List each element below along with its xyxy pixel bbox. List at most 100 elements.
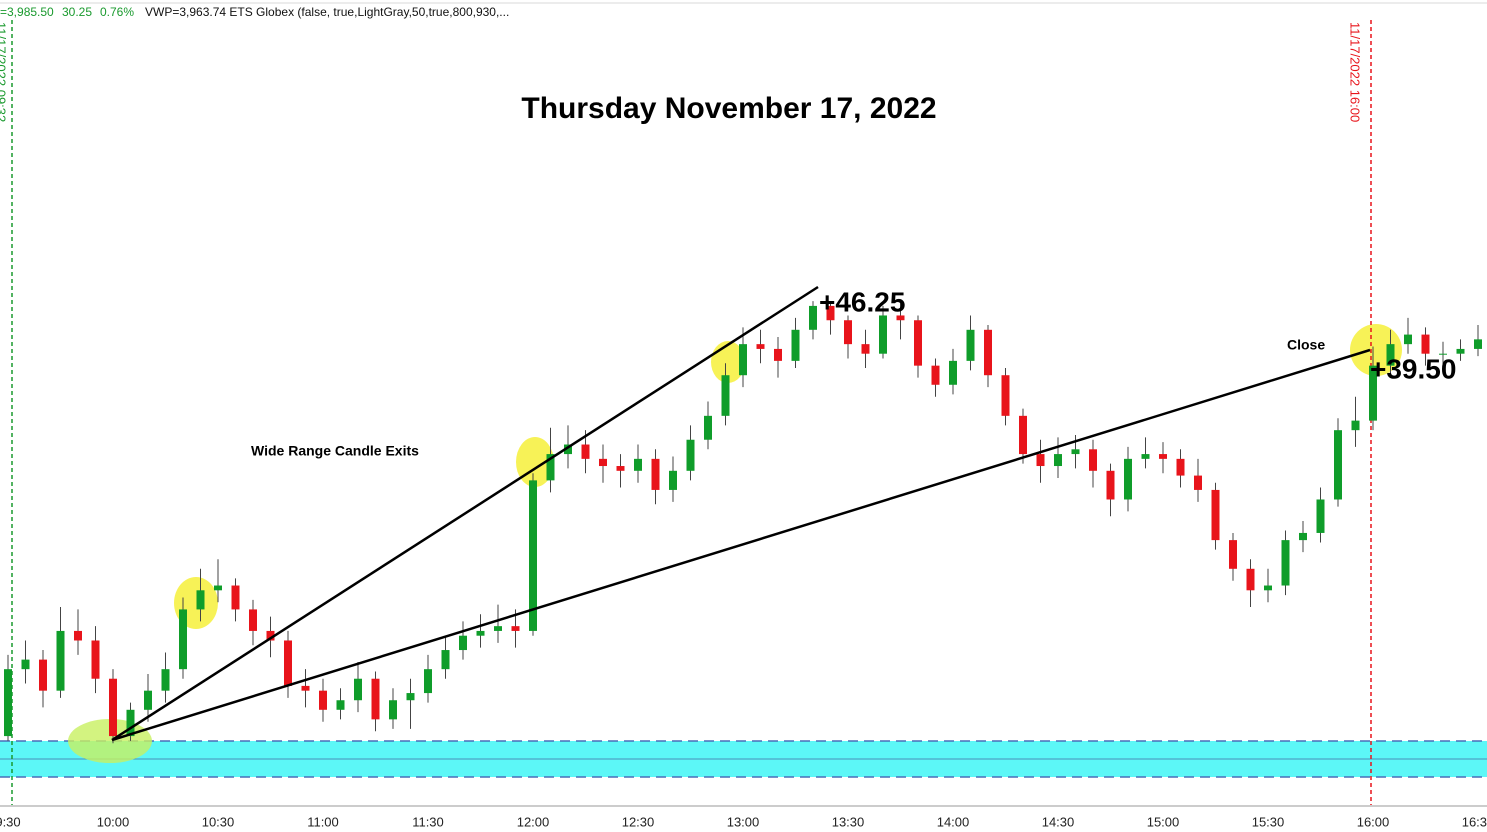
candle-body — [179, 609, 187, 670]
candles — [4, 301, 1482, 744]
candle-body — [704, 415, 712, 440]
header-percent: 0.76% — [100, 5, 134, 19]
candle-body — [1229, 540, 1237, 569]
candle-body — [564, 444, 572, 455]
candle-body — [39, 659, 47, 691]
candle-body — [354, 678, 362, 701]
candle-body — [1246, 568, 1255, 591]
candle-body — [1089, 449, 1097, 471]
annotation: Close — [1287, 337, 1325, 353]
x-tick-label: 15:30 — [1252, 814, 1285, 829]
candle-body — [546, 454, 555, 481]
candle-body — [1281, 540, 1290, 586]
candle-body — [1299, 532, 1307, 541]
x-tick-label: 14:30 — [1042, 814, 1075, 829]
candle-body — [56, 630, 65, 691]
candle-body — [406, 693, 415, 701]
x-tick-label: 16:30 — [1462, 814, 1487, 829]
candle-body — [1386, 344, 1395, 366]
candle-body — [931, 365, 940, 385]
candle-body — [1316, 499, 1325, 533]
candle-body — [266, 630, 275, 641]
candle-body — [861, 344, 870, 354]
x-ticks: 9:30 10:00 10:30 11:00 11:30 12:00 12:30 13:00 1… — [0, 814, 1487, 829]
annotation: Wide Range Candle Exits — [251, 443, 419, 459]
candle-body — [336, 700, 345, 710]
trendline — [111, 285, 819, 742]
candle-body — [1019, 415, 1027, 455]
candle-body — [1036, 454, 1045, 467]
candle-body — [1001, 375, 1010, 416]
start-marker-label: 11/17/2022 09:32 — [0, 22, 9, 122]
candle-body — [1404, 334, 1412, 345]
candle-body — [21, 659, 30, 670]
candle-body — [1456, 348, 1465, 354]
candle-body — [896, 315, 905, 321]
candle-body — [529, 480, 537, 631]
x-tick-label: 11:30 — [412, 814, 444, 829]
candle-body — [966, 329, 975, 361]
x-tick-label: 14:00 — [937, 814, 970, 829]
candle-body — [161, 669, 170, 691]
x-tick-label: 10:00 — [97, 814, 130, 829]
candle-body — [441, 650, 450, 670]
candle-body — [196, 590, 205, 610]
x-tick-label: 15:00 — [1147, 814, 1180, 829]
candle-body — [301, 685, 310, 691]
annotation: +46.25 — [819, 286, 905, 317]
candle-body — [669, 470, 677, 490]
candle-body — [511, 626, 520, 631]
annotation: +39.50 — [1370, 353, 1456, 384]
x-tick-label: 13:00 — [727, 814, 760, 829]
candle-body — [756, 344, 765, 349]
candle-body — [319, 690, 327, 710]
candle-body — [1054, 454, 1062, 467]
candle-body — [1194, 475, 1202, 490]
chart-title: Thursday November 17, 2022 — [521, 92, 936, 125]
candle-body — [1334, 430, 1342, 500]
candle-body — [1124, 458, 1132, 500]
candle-body — [459, 635, 467, 651]
candle-body — [721, 375, 730, 416]
candle-body — [1351, 420, 1360, 431]
x-tick-label: 11:00 — [307, 814, 339, 829]
candle-body — [739, 344, 747, 376]
candle-body — [389, 700, 397, 720]
candle-body — [844, 320, 852, 345]
candle-body — [774, 348, 782, 361]
candle-body — [651, 458, 660, 490]
candle-body — [809, 305, 817, 330]
candle-body — [1211, 489, 1220, 541]
candle-body — [1474, 339, 1482, 349]
candle-body — [91, 640, 100, 679]
candle-body — [686, 439, 695, 471]
candle-body — [1439, 353, 1447, 355]
candle-body — [599, 458, 607, 467]
end-marker-label: 11/17/2022 16:00 — [1348, 22, 1363, 122]
x-tick-label: 12:30 — [622, 814, 655, 829]
candle-body — [214, 585, 222, 591]
candle-body — [581, 444, 590, 459]
x-tick-label: 13:30 — [832, 814, 865, 829]
candle-body — [371, 678, 380, 720]
candle-body — [494, 626, 502, 631]
candle-body — [1176, 458, 1185, 476]
candle-body — [1264, 585, 1272, 591]
candle-body — [1071, 449, 1080, 455]
candle-body — [634, 458, 642, 471]
candle-body — [476, 630, 485, 636]
candle-body — [1159, 454, 1167, 459]
candle-body — [144, 690, 152, 710]
candle-body — [284, 640, 292, 686]
candle-body — [109, 678, 117, 737]
candle-body — [791, 329, 800, 361]
candle-body — [4, 669, 12, 737]
candle-body — [231, 585, 240, 610]
candle-body — [1141, 454, 1150, 459]
x-tick-label: 12:00 — [517, 814, 550, 829]
x-tick-label: 16:00 — [1357, 814, 1390, 829]
candle-body — [616, 466, 625, 471]
header-change: 30.25 — [62, 5, 92, 19]
